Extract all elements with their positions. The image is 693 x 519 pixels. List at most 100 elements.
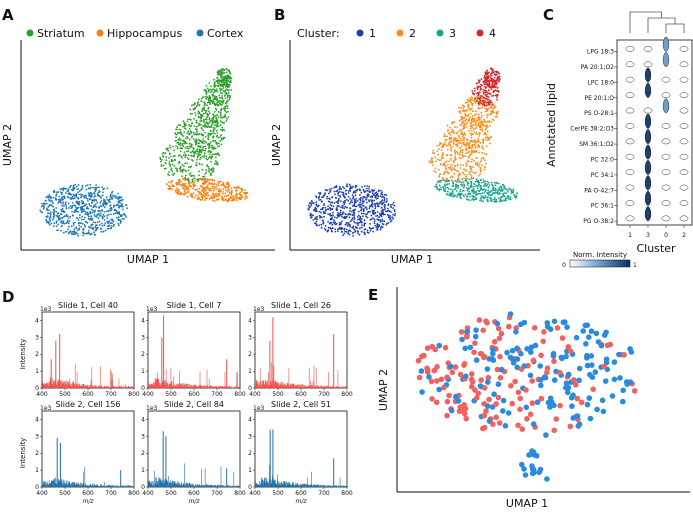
violin-10-2 xyxy=(661,200,671,206)
point-left xyxy=(63,196,66,199)
point-left xyxy=(117,201,120,204)
point-cone xyxy=(478,126,481,129)
point-band xyxy=(452,182,455,185)
point-cone xyxy=(435,171,437,174)
point-band xyxy=(211,178,214,181)
point-cone xyxy=(202,96,205,98)
point-band xyxy=(221,195,224,198)
point-band xyxy=(486,199,489,202)
point-cone xyxy=(479,167,482,169)
dendro-link xyxy=(665,23,685,33)
point-cone xyxy=(222,83,225,86)
point-cone xyxy=(195,119,198,122)
point-cone xyxy=(449,176,452,179)
point-left xyxy=(106,202,108,205)
point-band xyxy=(499,198,502,201)
point-band xyxy=(492,189,495,192)
point-cone xyxy=(220,100,223,103)
point-left xyxy=(111,194,114,197)
point-cone xyxy=(495,73,498,76)
point-left xyxy=(57,215,60,218)
point-cone xyxy=(195,164,197,166)
point-cone xyxy=(473,100,476,102)
point-cone xyxy=(485,162,487,165)
point-band xyxy=(479,196,482,199)
point-cone xyxy=(476,161,479,164)
point-left xyxy=(390,219,393,222)
point-left xyxy=(339,200,342,203)
spectrum-xtick-label-2: 500 xyxy=(272,391,284,398)
point-cone xyxy=(219,89,222,92)
point-cone xyxy=(230,89,233,91)
point-cone xyxy=(491,95,493,97)
point-left xyxy=(357,232,359,235)
point-cone xyxy=(459,124,461,126)
point-left xyxy=(343,187,346,190)
point-left xyxy=(387,222,390,224)
point-left xyxy=(333,219,335,222)
point-band xyxy=(171,184,174,187)
point-cone xyxy=(485,153,488,156)
point-cone xyxy=(178,179,181,182)
point-cone xyxy=(182,154,185,157)
point-cone xyxy=(474,143,476,146)
point-cone xyxy=(210,144,213,147)
point-left xyxy=(49,216,52,219)
point-cone xyxy=(457,177,460,180)
point-cone xyxy=(214,85,217,87)
point-cone xyxy=(162,164,165,167)
point-left xyxy=(89,183,92,186)
point-cone xyxy=(477,85,480,88)
point-cone xyxy=(492,79,495,82)
point-cone xyxy=(177,154,180,157)
point-left xyxy=(79,206,82,209)
point-left xyxy=(81,186,84,188)
point-left xyxy=(97,191,100,194)
point-left xyxy=(50,196,53,199)
point-cone xyxy=(168,161,171,163)
point-left xyxy=(373,218,376,221)
point-band xyxy=(498,188,501,191)
spectrum-ytick-label-2: 1 xyxy=(248,368,252,375)
point-left xyxy=(81,194,84,196)
point-cone xyxy=(175,128,177,131)
point-left xyxy=(324,229,327,232)
point-left xyxy=(371,217,374,220)
point-cone xyxy=(188,173,191,176)
point-cone xyxy=(493,106,496,109)
point-left xyxy=(73,210,76,213)
point-left xyxy=(102,204,105,207)
point-band xyxy=(480,195,483,197)
point-left xyxy=(320,223,323,226)
point-cone xyxy=(446,148,449,151)
point-left xyxy=(341,191,343,194)
point-cone xyxy=(216,145,219,148)
point-left xyxy=(383,196,386,199)
point-left xyxy=(349,207,352,210)
point-left xyxy=(76,232,79,235)
point-left xyxy=(331,201,334,204)
point-left xyxy=(102,199,105,202)
point-left xyxy=(74,233,76,236)
point-left xyxy=(112,220,115,223)
point-cone xyxy=(215,96,218,98)
point-cone xyxy=(497,110,499,113)
point-band xyxy=(243,198,246,200)
point-cone xyxy=(448,141,451,144)
violin-8-2 xyxy=(661,169,671,176)
point-cone xyxy=(211,119,214,122)
point-left xyxy=(337,197,340,200)
point-cone xyxy=(204,145,207,148)
point-left xyxy=(316,215,319,218)
point-left xyxy=(68,220,71,223)
point-cone xyxy=(188,138,191,141)
point-cone xyxy=(459,164,462,166)
point-cone xyxy=(471,90,474,92)
point-left xyxy=(78,193,81,196)
violin-10-0 xyxy=(625,200,635,206)
point-cone xyxy=(186,162,189,165)
point-left xyxy=(65,213,68,216)
point-cone xyxy=(191,158,193,161)
point-left xyxy=(62,203,64,206)
point-cone xyxy=(227,84,229,87)
